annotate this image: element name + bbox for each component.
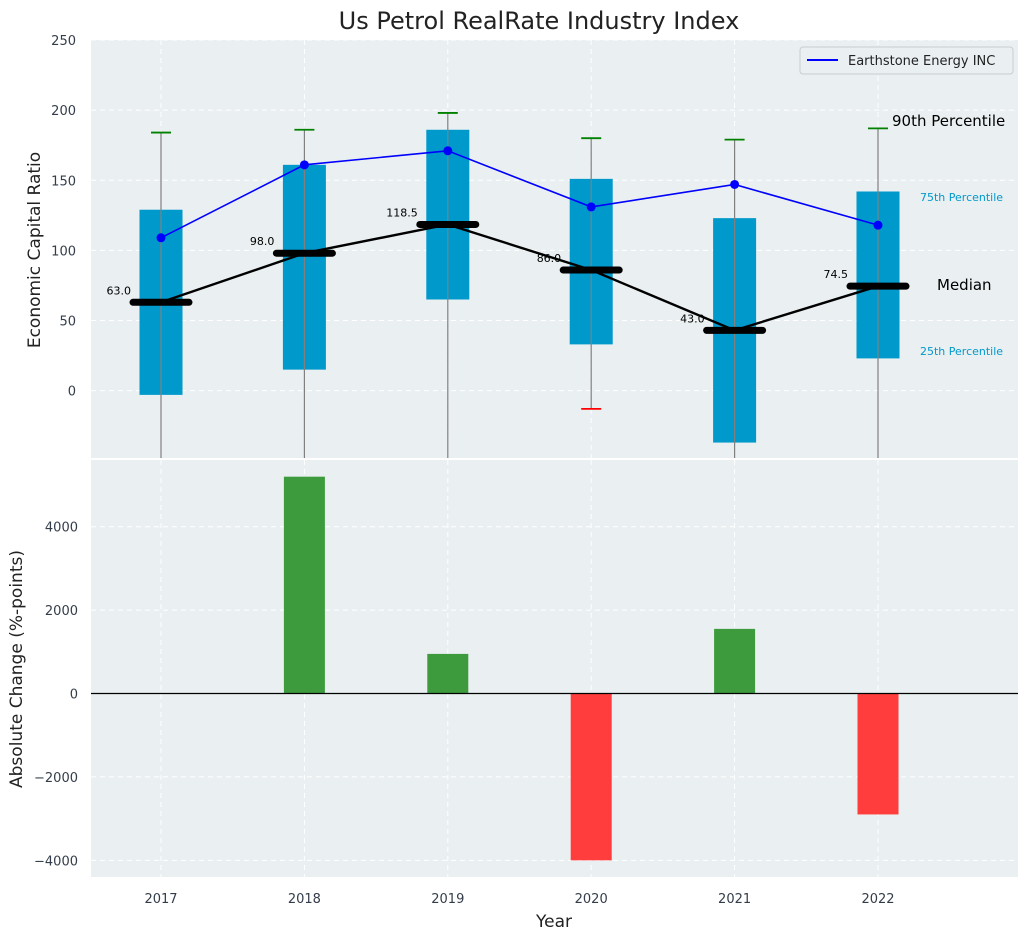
bottom-y-tick-labels: −4000 −2000 0 2000 4000 — [34, 521, 78, 870]
median-value-label: 63.0 — [107, 284, 132, 297]
annotation-90th-percentile: 90th Percentile — [892, 112, 1005, 130]
x-tick-label: 2020 — [575, 892, 608, 907]
company-series-point — [156, 233, 166, 243]
company-series-point — [873, 220, 883, 230]
company-series-point — [586, 202, 596, 212]
top-y-tick-label: 50 — [59, 315, 76, 330]
x-tick-label: 2018 — [288, 892, 321, 907]
annotation-75th-percentile: 75th Percentile — [920, 191, 1003, 204]
median-value-label: 86.0 — [537, 252, 562, 265]
company-series-line — [160, 149, 879, 239]
median-value-label: 43.0 — [680, 312, 705, 325]
bottom-y-tick-label: 4000 — [45, 521, 78, 536]
positive-change-bar — [283, 476, 325, 694]
bottom-y-tick-label: 2000 — [45, 604, 78, 619]
bottom-y-tick-label: 0 — [70, 688, 78, 703]
x-tick-label: 2019 — [431, 892, 464, 907]
company-series-point — [443, 146, 453, 156]
bottom-y-axis-label: Absolute Change (%-points) — [7, 550, 27, 788]
company-series-point — [730, 179, 740, 189]
top-y-tick-label: 100 — [51, 244, 76, 259]
x-axis-label: Year — [535, 912, 572, 932]
bottom-y-tick-label: −2000 — [34, 771, 78, 786]
legend: Earthstone Energy INC — [799, 46, 1014, 75]
x-tick-label: 2017 — [144, 892, 177, 907]
positive-change-bar — [427, 653, 469, 694]
top-y-tick-label: 150 — [51, 174, 76, 189]
company-series-point — [299, 160, 309, 170]
median-value-label: 98.0 — [250, 235, 275, 248]
negative-change-bar — [570, 693, 612, 861]
x-tick-label: 2022 — [861, 892, 894, 907]
positive-change-bar — [714, 628, 756, 694]
x-tick-label: 2021 — [718, 892, 751, 907]
top-y-tick-labels: 0 50 100 150 200 250 — [51, 34, 76, 400]
negative-change-bar — [857, 693, 899, 815]
chart-title: Us Petrol RealRate Industry Index — [339, 7, 740, 35]
bottom-y-tick-label: −4000 — [34, 854, 78, 869]
median-value-label: 118.5 — [386, 206, 418, 219]
median-line — [160, 223, 879, 332]
top-y-tick-label: 0 — [68, 385, 76, 400]
median-value-label: 74.5 — [824, 268, 849, 281]
top-y-axis-label: Economic Capital Ratio — [25, 152, 45, 348]
top-y-tick-label: 250 — [51, 34, 76, 49]
legend-label: Earthstone Energy INC — [848, 54, 995, 69]
annotation-median: Median — [937, 276, 992, 294]
top-y-tick-label: 200 — [51, 104, 76, 119]
x-tick-labels: 2017 2018 2019 2020 2021 2022 — [144, 892, 894, 907]
legend-box — [799, 46, 1014, 75]
bottom-panel-bars — [91, 476, 1018, 861]
top-panel-marks: 63.0 98.0 118.5 86.0 43.0 74.5 — [107, 112, 910, 458]
annotation-25th-percentile: 25th Percentile — [920, 345, 1003, 358]
